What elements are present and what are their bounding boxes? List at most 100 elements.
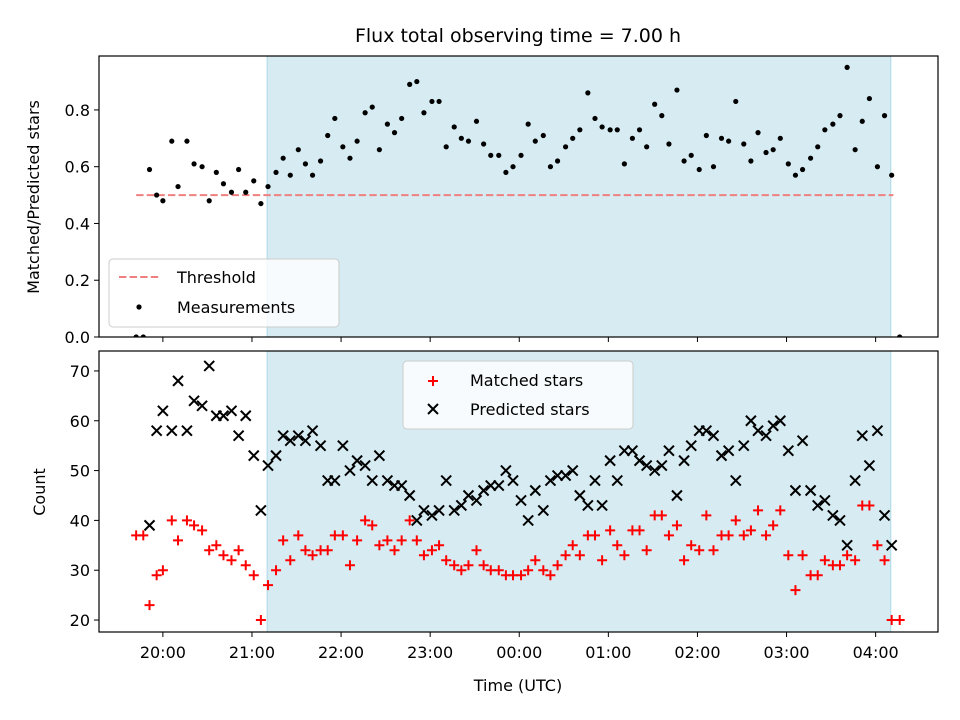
matched-stars-marker (441, 555, 452, 566)
measurement-point (852, 147, 858, 153)
count-y-tick-label: 30 (70, 561, 90, 580)
measurement-point (391, 130, 398, 136)
predicted-stars-marker (582, 499, 594, 512)
predicted-stars-marker (217, 410, 230, 422)
measurement-point (859, 118, 865, 124)
matched-stars-marker (189, 520, 200, 531)
measurement-point (243, 189, 249, 195)
matched-stars-marker (285, 555, 296, 566)
measurement-point (837, 113, 843, 119)
predicted-stars-marker (284, 434, 296, 447)
predicted-stars-marker (663, 444, 675, 457)
count-axes-frame (98, 350, 939, 633)
predicted-stars-marker (292, 429, 305, 442)
measurement-point (175, 183, 181, 190)
predicted-stars-marker (700, 425, 713, 437)
measurement-point (362, 110, 368, 116)
matched-stars-marker (842, 550, 853, 561)
measurement-point (748, 158, 754, 164)
measurement-point (458, 135, 464, 141)
measurement-point (481, 141, 487, 147)
predicted-stars-marker (819, 494, 831, 507)
matched-stars-marker (248, 570, 259, 581)
measurement-point (399, 115, 405, 122)
matched-stars-marker (872, 540, 883, 551)
predicted-stars-marker (863, 459, 876, 472)
measurement-point (822, 127, 828, 133)
chart-title: Flux total observing time = 7.00 h (355, 25, 681, 47)
ratio-plot-area (133, 64, 903, 337)
predicted-stars-marker (462, 489, 475, 502)
predicted-stars-marker (351, 454, 363, 467)
predicted-stars-marker (567, 464, 579, 477)
predicted-stars-marker (812, 499, 824, 512)
measurement-point (160, 198, 166, 204)
predicted-stars-marker (203, 360, 215, 372)
measurement-point (844, 64, 850, 70)
predicted-stars-marker (626, 444, 639, 457)
ratio-y-tick-label: 0.2 (65, 271, 90, 290)
measurement-point (518, 152, 524, 158)
matched-stars-marker (300, 545, 311, 556)
matched-stars-marker (850, 555, 861, 566)
matched-stars-marker (745, 525, 756, 536)
legend-predicted-swatch (427, 403, 439, 415)
predicted-stars-marker (181, 425, 193, 437)
x-tick-label: 22:00 (318, 643, 364, 662)
measurement-point (718, 135, 725, 141)
predicted-stars-marker (166, 425, 178, 437)
measurement-point (407, 81, 413, 87)
matched-stars-marker (619, 550, 630, 561)
ratio-series-0 (133, 64, 903, 337)
matched-stars-marker (138, 530, 149, 541)
predicted-stars-marker (671, 489, 683, 502)
predicted-stars-marker (344, 464, 356, 477)
predicted-stars-marker (277, 429, 289, 442)
predicted-stars-marker (493, 479, 505, 492)
predicted-stars-marker (738, 439, 750, 452)
measurement-point (325, 132, 331, 139)
predicted-stars-marker (500, 464, 512, 477)
measurement-point (755, 130, 761, 136)
count-y-tick-label: 50 (70, 462, 90, 481)
matched-stars-marker (434, 540, 445, 551)
matched-stars-marker (879, 555, 890, 566)
predicted-stars-marker (685, 439, 697, 452)
predicted-stars-marker (745, 415, 757, 427)
measurement-point (273, 169, 279, 175)
matched-stars-marker (761, 530, 772, 541)
measurement-point (451, 124, 457, 130)
measurement-point (236, 166, 242, 173)
count-legend: Matched stars Predicted stars (402, 360, 634, 430)
measurement-point (666, 141, 672, 147)
measurement-point (815, 144, 821, 150)
measurement-point (317, 158, 324, 164)
predicted-stars-marker (656, 459, 668, 472)
matched-stars-marker (307, 550, 318, 561)
ratio-y-tick-label: 0.0 (65, 328, 90, 347)
predicted-stars-marker (455, 499, 468, 512)
matched-stars-marker (478, 560, 489, 571)
x-tick-label: 02:00 (674, 643, 720, 662)
count-y-tick-label: 40 (70, 511, 90, 530)
matched-stars-marker (204, 545, 215, 556)
measurement-point (347, 155, 353, 161)
measurement-point (443, 144, 449, 150)
measurement-point (777, 135, 783, 141)
predicted-stars-marker (522, 514, 534, 527)
measurement-point (251, 178, 257, 184)
measurement-point (488, 152, 494, 158)
measurement-point (295, 147, 301, 153)
predicted-stars-marker (796, 434, 809, 447)
measurement-point (258, 200, 264, 207)
predicted-stars-marker (337, 439, 349, 452)
count-series-0 (131, 500, 905, 626)
matched-stars-marker (255, 615, 266, 626)
predicted-stars-marker (403, 489, 416, 502)
predicted-stars-marker (648, 464, 661, 477)
matched-stars-marker (671, 520, 682, 531)
matched-stars-marker (597, 555, 608, 566)
matched-stars-marker (352, 535, 363, 546)
predicted-stars-marker (834, 514, 846, 527)
x-tick-label: 23:00 (407, 643, 453, 662)
